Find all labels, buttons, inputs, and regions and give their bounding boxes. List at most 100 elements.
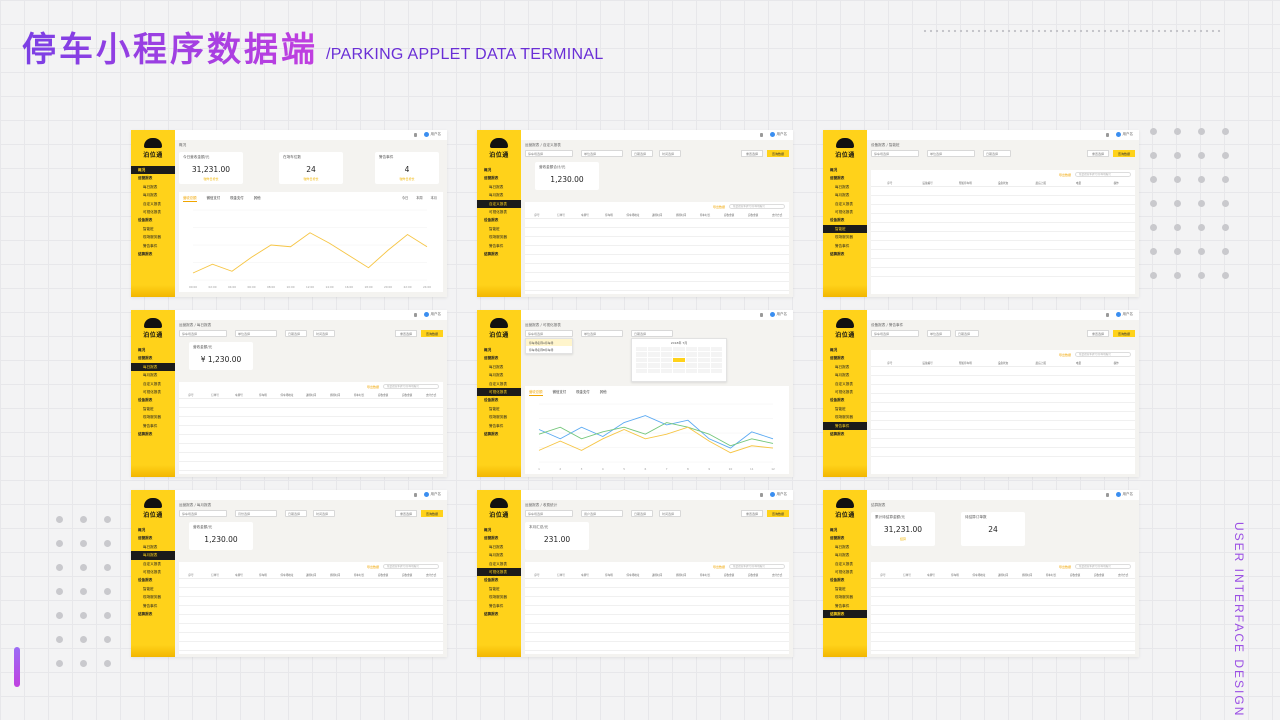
calendar-day[interactable] bbox=[698, 357, 710, 363]
sidebar-item[interactable]: 概况 bbox=[138, 528, 146, 532]
avatar[interactable] bbox=[424, 312, 429, 317]
table-row[interactable] bbox=[871, 633, 1135, 642]
sidebar-item[interactable]: 结算报表 bbox=[138, 431, 153, 436]
parking-select[interactable]: 停车场选择 bbox=[871, 330, 919, 337]
brand-logo[interactable]: 泊位通 bbox=[137, 318, 169, 339]
sidebar-item[interactable]: 自定义报表 bbox=[489, 561, 507, 566]
sidebar-item[interactable]: 可视化报表 bbox=[143, 569, 161, 574]
sidebar-item[interactable]: 可视化报表 bbox=[477, 387, 521, 397]
sidebar-item[interactable]: 每日报表 bbox=[835, 184, 850, 189]
sidebar-item[interactable]: 警告事件 bbox=[143, 423, 158, 428]
table-row[interactable] bbox=[871, 241, 1135, 250]
sidebar-item[interactable]: 每月报表 bbox=[143, 373, 158, 378]
table-row[interactable] bbox=[871, 421, 1135, 430]
user-name[interactable]: 用户名 bbox=[430, 312, 442, 316]
search-input[interactable]: 在此搜索车牌号/停车场编号 bbox=[1075, 352, 1131, 357]
reset-button[interactable]: 重置选择 bbox=[395, 510, 417, 517]
chart-tab[interactable]: 其他 bbox=[253, 196, 261, 200]
unit-select[interactable]: 单位选择 bbox=[581, 330, 623, 337]
table-row[interactable] bbox=[179, 606, 443, 615]
bell-icon[interactable] bbox=[760, 313, 763, 317]
table-row[interactable] bbox=[179, 426, 443, 435]
sidebar-item[interactable]: 智能桩 bbox=[823, 224, 867, 234]
table-row[interactable] bbox=[871, 579, 1135, 588]
sidebar-item[interactable]: 智能桩 bbox=[489, 406, 500, 411]
sidebar-item[interactable]: 每日报表 bbox=[143, 544, 158, 549]
sidebar-item[interactable]: 警告事件 bbox=[143, 243, 158, 248]
reset-button[interactable]: 重置选择 bbox=[741, 510, 763, 517]
calendar-day[interactable] bbox=[710, 352, 722, 357]
sidebar-item[interactable]: 自定义报表 bbox=[143, 561, 161, 566]
calendar-day[interactable] bbox=[636, 352, 648, 357]
bell-icon[interactable] bbox=[760, 493, 763, 497]
card-subtext[interactable]: 较昨日增长 bbox=[203, 177, 219, 181]
sidebar-item[interactable]: 运营报表 bbox=[830, 176, 845, 181]
sidebar-item[interactable]: 结算报表 bbox=[823, 609, 867, 619]
sidebar-item[interactable]: 可视化报表 bbox=[835, 209, 853, 214]
calendar-day[interactable] bbox=[710, 347, 722, 352]
sidebar-item[interactable]: 设备报表 bbox=[830, 218, 845, 223]
sidebar-item[interactable]: 警告事件 bbox=[823, 421, 867, 430]
brand-logo[interactable]: 泊位通 bbox=[483, 498, 515, 519]
user-name[interactable]: 用户名 bbox=[776, 492, 788, 496]
calendar-day[interactable] bbox=[660, 368, 673, 373]
calendar-day[interactable] bbox=[685, 368, 698, 373]
calendar-day[interactable] bbox=[685, 363, 698, 368]
calendar-day[interactable] bbox=[698, 347, 710, 352]
sidebar-item[interactable]: 每日报表 bbox=[131, 362, 175, 372]
avatar[interactable] bbox=[1116, 312, 1121, 317]
bell-icon[interactable] bbox=[414, 493, 417, 497]
dropdown-option[interactable]: 停车场名称B停车场 bbox=[529, 347, 554, 352]
sidebar-item[interactable]: 自定义报表 bbox=[489, 381, 507, 386]
export-link[interactable]: 导出数据 bbox=[1058, 173, 1071, 177]
sidebar-item[interactable]: 每日报表 bbox=[143, 184, 158, 189]
sidebar-item[interactable]: 智能桩 bbox=[143, 586, 154, 591]
sidebar-item[interactable]: 可视化报表 bbox=[143, 389, 161, 394]
calendar-day[interactable] bbox=[648, 368, 660, 373]
search-input[interactable]: 在此搜索车牌号/停车场编号 bbox=[383, 564, 439, 569]
table-row[interactable] bbox=[179, 408, 443, 417]
sidebar-item[interactable]: 智能桩 bbox=[143, 406, 154, 411]
table-row[interactable] bbox=[525, 282, 789, 291]
table-row[interactable] bbox=[525, 624, 789, 633]
table-row[interactable] bbox=[179, 588, 443, 597]
user-name[interactable]: 用户名 bbox=[1122, 312, 1134, 316]
status-select[interactable]: 日期选择 bbox=[983, 150, 1011, 157]
calendar-day[interactable] bbox=[673, 352, 685, 357]
sidebar-item[interactable]: 智能桩 bbox=[143, 226, 154, 231]
sidebar-item[interactable]: 概况 bbox=[484, 168, 492, 172]
calendar-day[interactable] bbox=[636, 363, 648, 368]
sidebar-item[interactable]: 现场服务器 bbox=[489, 595, 507, 600]
calendar-day[interactable] bbox=[673, 347, 685, 352]
sidebar-item[interactable]: 自定义报表 bbox=[143, 381, 161, 386]
bell-icon[interactable] bbox=[760, 133, 763, 137]
sidebar-item[interactable]: 每月报表 bbox=[835, 553, 850, 558]
sidebar-item[interactable]: 警告事件 bbox=[835, 243, 850, 248]
date-select[interactable]: 日期选择 bbox=[285, 510, 307, 517]
sidebar-item[interactable]: 运营报表 bbox=[138, 176, 153, 181]
brand-logo[interactable]: 泊位通 bbox=[483, 138, 515, 159]
sidebar-item[interactable]: 自定义报表 bbox=[835, 201, 853, 206]
table-row[interactable] bbox=[179, 453, 443, 462]
table-row[interactable] bbox=[871, 597, 1135, 606]
parking-dropdown[interactable]: 停车场名称A停车场 停车场名称B停车场 bbox=[525, 338, 573, 354]
table-row[interactable] bbox=[179, 633, 443, 642]
sidebar-item[interactable]: 每日报表 bbox=[835, 364, 850, 369]
sidebar-item[interactable]: 结算报表 bbox=[138, 251, 153, 256]
sidebar-item[interactable]: 可视化报表 bbox=[835, 569, 853, 574]
avatar[interactable] bbox=[770, 492, 775, 497]
sidebar-item[interactable]: 现场服务器 bbox=[143, 415, 161, 420]
table-row[interactable] bbox=[871, 232, 1135, 241]
sidebar-item[interactable]: 结算报表 bbox=[484, 431, 499, 436]
sidebar-item[interactable]: 设备报表 bbox=[484, 578, 499, 583]
table-row[interactable] bbox=[871, 606, 1135, 615]
calendar-day[interactable] bbox=[685, 352, 698, 357]
time-select[interactable]: 时间选择 bbox=[313, 330, 335, 337]
calendar-day[interactable] bbox=[648, 347, 660, 352]
table-row[interactable] bbox=[525, 237, 789, 246]
sidebar-item[interactable]: 智能桩 bbox=[489, 586, 500, 591]
user-name[interactable]: 用户名 bbox=[1122, 492, 1134, 496]
table-row[interactable] bbox=[525, 264, 789, 273]
parking-select[interactable]: 停车场选择 bbox=[525, 150, 573, 157]
chart-tab[interactable]: 现金支付 bbox=[576, 390, 590, 394]
